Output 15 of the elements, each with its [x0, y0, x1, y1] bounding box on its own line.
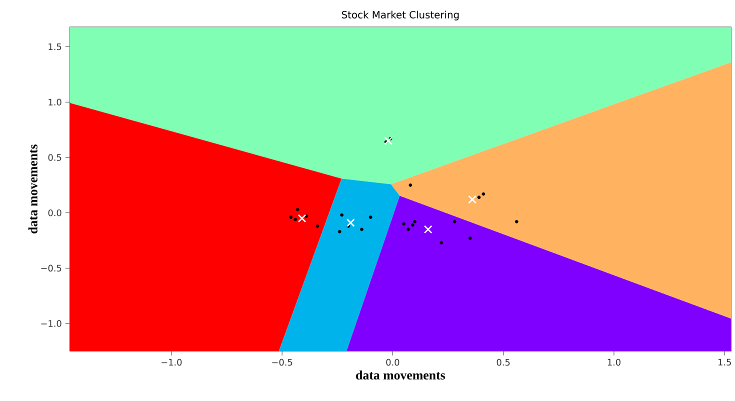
- y-tick-label: 0.0: [48, 209, 62, 216]
- x-tick-label: −0.5: [272, 358, 292, 366]
- y-tick-label: 1.0: [48, 98, 62, 106]
- chart-title: Stock Market Clustering: [342, 10, 459, 20]
- x-axis-title: data movements: [356, 370, 446, 380]
- y-tick-label: −1.0: [41, 320, 62, 327]
- x-tick-label: 0.5: [496, 358, 510, 366]
- x-tick-label: −1.0: [162, 358, 182, 366]
- x-tick-label: 1.5: [718, 358, 731, 366]
- y-tick-label: −0.5: [41, 264, 62, 272]
- y-tick-label: 1.5: [48, 44, 62, 50]
- y-tick-label: 0.5: [48, 154, 62, 161]
- x-tick-label: 0.0: [386, 358, 400, 366]
- x-tick-label: 1.0: [608, 358, 620, 366]
- y-axis-title: data movements: [28, 144, 38, 234]
